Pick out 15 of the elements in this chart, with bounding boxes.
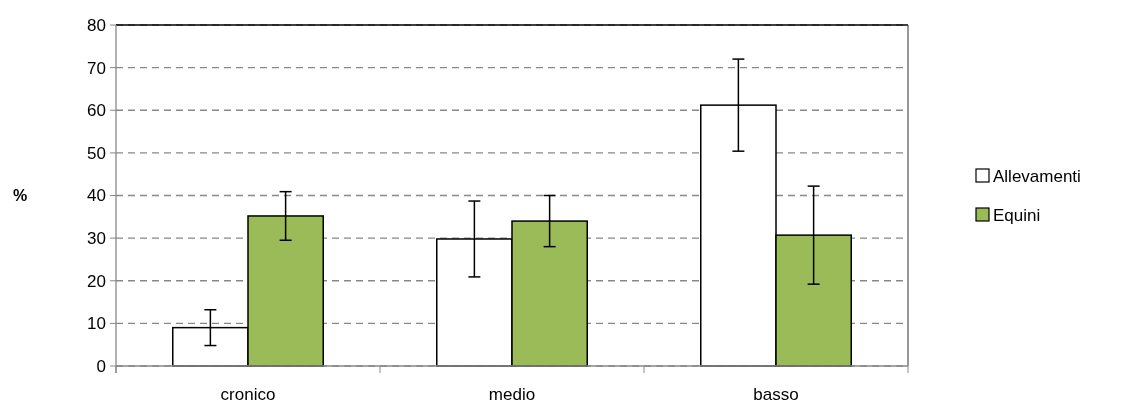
legend-label: Allevamenti xyxy=(993,166,1081,186)
y-tick-label: 10 xyxy=(87,314,106,334)
x-tick-label: cronico xyxy=(220,385,276,404)
y-tick-label: 60 xyxy=(87,101,106,121)
legend-label: Equini xyxy=(993,205,1041,225)
y-tick-label: 40 xyxy=(87,186,106,206)
y-tick-label: 30 xyxy=(87,229,106,249)
y-axis-title: % xyxy=(12,187,28,205)
y-tick-label: 20 xyxy=(87,271,106,291)
y-tick-label: 0 xyxy=(96,356,106,376)
x-tick-label: medio xyxy=(488,385,536,404)
y-tick-label: 70 xyxy=(87,58,106,78)
y-tick-label: 80 xyxy=(87,15,106,35)
x-tick-label: basso xyxy=(753,385,799,404)
y-tick-label: 50 xyxy=(87,143,106,163)
